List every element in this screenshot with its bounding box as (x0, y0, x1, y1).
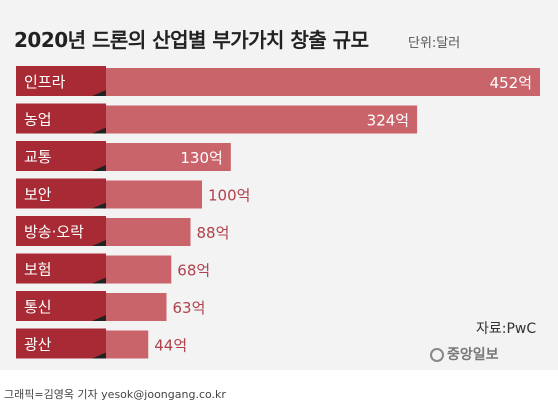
category-label: 농업 (24, 111, 52, 129)
value-label: 100억 (208, 187, 250, 205)
category-label: 광산 (24, 336, 52, 354)
bar-row: 통신 63억 (16, 291, 205, 321)
value-label: 44억 (154, 337, 187, 355)
publisher-logo: 중앙일보 (430, 344, 499, 364)
bar-row: 보안 100억 (16, 178, 250, 209)
category-label: 보험 (24, 261, 52, 279)
category-box (16, 141, 106, 171)
box-notch (92, 90, 106, 96)
category-box (16, 66, 106, 96)
value-label: 68억 (177, 262, 210, 280)
box-notch (92, 240, 106, 246)
bar-row: 인프라 452억 (16, 66, 540, 96)
box-notch (92, 277, 106, 284)
bar-row: 교통 130억 (16, 141, 231, 171)
bar-row: 광산 44억 (16, 328, 187, 359)
logo-text: 중앙일보 (447, 347, 499, 363)
category-label: 통신 (24, 298, 52, 316)
category-label: 인프라 (24, 73, 66, 91)
unit-label: 단위:달러 (408, 36, 461, 51)
bar (106, 293, 167, 321)
value-label: 324억 (367, 112, 409, 130)
category-box (16, 216, 106, 246)
source-label: 자료:PwC (476, 321, 537, 337)
bar-row: 방송·오락 88억 (16, 216, 229, 246)
bar (106, 255, 172, 284)
category-label: 방송·오락 (24, 223, 84, 241)
category-label: 교통 (24, 148, 52, 166)
category-box (16, 291, 106, 321)
bar (106, 218, 191, 246)
category-box (16, 103, 106, 134)
box-notch (92, 315, 106, 321)
category-box (16, 328, 106, 359)
chart-title: 2020년 드론의 산업별 부가가치 창출 규모 (14, 28, 369, 52)
bar-row: 농업 324억 (16, 103, 418, 134)
category-box (16, 253, 106, 284)
bar-row: 보험 68억 (16, 253, 210, 284)
value-label: 130억 (180, 149, 222, 167)
value-label: 63억 (172, 299, 205, 317)
box-notch (92, 165, 106, 171)
graphic-credit: 그래픽=김영옥 기자 yesok@joongang.co.kr (4, 388, 226, 401)
box-notch (92, 127, 106, 134)
box-notch (92, 202, 106, 209)
bar (106, 330, 149, 359)
value-label: 452억 (490, 74, 532, 92)
bar (106, 143, 231, 171)
box-notch (92, 352, 106, 359)
logo-icon (430, 348, 444, 362)
category-label: 보안 (24, 186, 52, 204)
bar (106, 180, 203, 209)
value-label: 88억 (196, 224, 229, 242)
category-box (16, 178, 106, 209)
bar (106, 68, 540, 96)
bar (106, 105, 418, 134)
